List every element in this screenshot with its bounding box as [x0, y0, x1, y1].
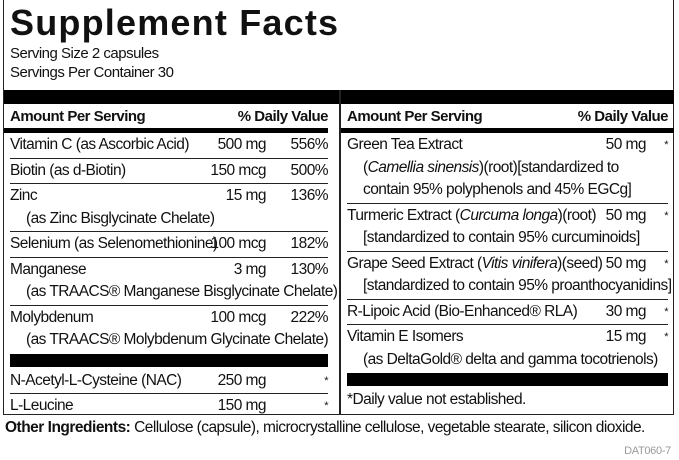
column-divider — [339, 90, 341, 415]
amount-per-serving: 15 mg — [225, 187, 267, 204]
other-ingredients-label: Other Ingredients: — [5, 419, 131, 436]
asterisk: * — [664, 305, 668, 318]
table-row: Vitamin C (as Ascorbic Acid) 500 mg 556% — [10, 133, 329, 159]
header-daily-value: % Daily Value — [577, 108, 669, 125]
table-row: Turmeric Extract (Curcuma longa)(root) [s… — [347, 204, 669, 252]
footnote: *Daily value not established. — [347, 391, 526, 408]
table-row: L-Leucine 150 mg * — [10, 394, 329, 419]
ingredient-detail: (as TRAACS® Molybdenum Glycinate Chelate… — [26, 331, 329, 348]
amount-per-serving: 50 mg — [605, 254, 647, 272]
amount-per-serving: 100 mcg — [210, 308, 266, 326]
ingredient-name: Turmeric Extract (Curcuma longa)(root) — [347, 206, 597, 224]
amount-per-serving: 15 mg — [605, 328, 647, 345]
amount-per-serving: 100 mcg — [210, 235, 266, 252]
daily-value: * — [664, 134, 668, 157]
amount-per-serving: 250 mg — [217, 371, 267, 389]
header-rule — [341, 128, 674, 133]
table-row: Selenium (as Selenomethionine) 100 mcg 182… — [10, 232, 329, 258]
amount-per-serving: 150 mcg — [210, 161, 266, 179]
ingredient-detail: contain 95% polyphenols and 45% EGCg] — [363, 181, 632, 198]
right-table: Amount Per Serving % Daily Value Green T… — [341, 90, 674, 412]
daily-value: * — [664, 253, 668, 276]
daily-value: 136% — [290, 187, 329, 204]
asterisk: * — [324, 400, 328, 412]
left-table: Amount Per Serving % Daily Value Vitamin… — [4, 90, 339, 419]
asterisk: * — [664, 331, 668, 343]
ingredient-name: Vitamin E Isomers — [347, 328, 464, 345]
ingredient-detail: [standardized to contain 95% proanthocya… — [363, 277, 672, 294]
ingredient-name: R-Lipoic Acid (Bio-Enhanced® RLA) — [347, 302, 578, 320]
table-header: Amount Per Serving % Daily Value — [10, 104, 329, 128]
table-row: Grape Seed Extract (Vitis vinifera)(seed… — [347, 252, 672, 300]
daily-value: * — [664, 301, 668, 324]
ingredient-name: Green Tea Extract — [347, 136, 463, 153]
table-row: N-Acetyl-L-Cysteine (NAC) 250 mg * — [10, 369, 329, 394]
ingredient-name: Manganese — [10, 260, 87, 278]
table-row: R-Lipoic Acid (Bio-Enhanced® RLA) 30 mg * — [347, 300, 669, 325]
daily-value: * — [664, 326, 668, 349]
ingredient-name: Grape Seed Extract (Vitis vinifera)(seed… — [347, 254, 603, 272]
supplement-facts-panel — [3, 0, 674, 415]
asterisk: * — [664, 257, 668, 270]
ingredient-detail: (as DeltaGold® delta and gamma tocotrien… — [363, 350, 658, 368]
ingredient-list: N-Acetyl-L-Cysteine (NAC) 250 mg * L-Leucin… — [10, 369, 329, 419]
header-amount: Amount Per Serving — [347, 108, 483, 125]
other-ingredients: Other Ingredients: Cellulose (capsule), … — [5, 419, 645, 437]
table-row: Vitamin E Isomers (as DeltaGold® delta an… — [347, 325, 669, 372]
amount-per-serving: 150 mg — [217, 397, 267, 414]
latin-name: Vitis vinifera — [481, 254, 558, 272]
ingredient-name: Selenium (as Selenomethionine) — [10, 235, 218, 252]
latin-name: Camellia sinensis — [367, 158, 480, 176]
daily-value: 500% — [290, 161, 329, 179]
daily-value: * — [324, 395, 328, 418]
header-rule — [4, 128, 328, 133]
table-header: Amount Per Serving % Daily Value — [347, 104, 669, 128]
ingredient-name: Vitamin C (as Ascorbic Acid) — [10, 136, 190, 153]
ingredient-list: Green Tea Extract (Camellia sinensis)(roo… — [347, 133, 672, 372]
table-row: Zinc (as Zinc Bisglycinate Chelate) 15 mg 1… — [10, 184, 329, 232]
asterisk: * — [664, 209, 668, 222]
panel-title: Supplement Facts — [10, 2, 340, 43]
amount-per-serving: 50 mg — [605, 136, 647, 153]
ingredient-name: Molybdenum — [10, 308, 94, 326]
table-row: Molybdenum (as TRAACS® Molybdenum Glycina… — [10, 306, 329, 353]
daily-value: * — [324, 370, 328, 393]
table-row: Manganese (as TRAACS® Manganese Bisglycin… — [10, 258, 338, 306]
amount-per-serving: 30 mg — [605, 302, 647, 320]
product-code: DAT060-7 — [624, 445, 671, 457]
serving-size: Serving Size 2 capsules — [10, 45, 159, 62]
nutrient-list: Vitamin C (as Ascorbic Acid) 500 mg 556% Bi… — [10, 133, 338, 353]
amount-per-serving: 50 mg — [605, 206, 647, 224]
amount-per-serving: 3 mg — [233, 260, 267, 278]
ingredient-name: N-Acetyl-L-Cysteine (NAC) — [10, 371, 182, 389]
asterisk: * — [324, 374, 328, 387]
servings-per-container: Servings Per Container 30 — [10, 64, 174, 81]
table-row: Green Tea Extract (Camellia sinensis)(roo… — [347, 133, 669, 204]
ingredient-detail: (as Zinc Bisglycinate Chelate) — [26, 209, 215, 227]
asterisk: * — [664, 139, 668, 151]
latin-name: Curcuma longa — [459, 206, 559, 224]
header-daily-value: % Daily Value — [237, 108, 329, 125]
header-amount: Amount Per Serving — [10, 108, 146, 125]
table-row: Biotin (as d-Biotin) 150 mcg 500% — [10, 159, 329, 184]
amount-per-serving: 500 mg — [217, 136, 267, 153]
ingredient-name: Zinc — [10, 187, 38, 204]
ingredient-detail: (Camellia sinensis)(root)[standardized t… — [363, 158, 619, 176]
daily-value: 556% — [290, 136, 329, 153]
other-ingredients-text: Cellulose (capsule), microcrystalline ce… — [130, 419, 645, 436]
top-bar — [4, 90, 339, 104]
ingredient-detail: (as TRAACS® Manganese Bisglycinate Chela… — [26, 283, 338, 300]
daily-value: 222% — [290, 308, 329, 326]
daily-value: 182% — [290, 235, 329, 252]
ingredient-detail: [standardized to contain 95% curcuminoid… — [363, 229, 640, 246]
daily-value: * — [664, 205, 668, 228]
ingredient-name: L-Leucine — [10, 397, 74, 414]
ingredient-name: Biotin (as d-Biotin) — [10, 161, 126, 179]
section-bar — [10, 353, 328, 367]
daily-value: 130% — [290, 260, 329, 278]
top-bar — [341, 90, 674, 104]
section-bar — [347, 373, 668, 386]
